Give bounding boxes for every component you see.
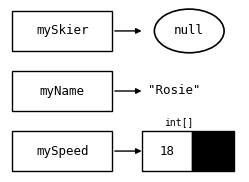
FancyBboxPatch shape	[12, 71, 112, 111]
Text: mySpeed: mySpeed	[36, 145, 88, 158]
Text: "Rosie": "Rosie"	[148, 84, 201, 98]
Text: int[]: int[]	[165, 117, 194, 127]
Text: null: null	[174, 24, 204, 37]
Text: mySkier: mySkier	[36, 24, 88, 37]
Text: myName: myName	[40, 84, 85, 98]
FancyBboxPatch shape	[142, 131, 192, 171]
FancyBboxPatch shape	[12, 131, 112, 171]
FancyBboxPatch shape	[12, 11, 112, 51]
Ellipse shape	[154, 9, 224, 53]
FancyBboxPatch shape	[192, 131, 234, 171]
Text: 18: 18	[159, 145, 174, 158]
